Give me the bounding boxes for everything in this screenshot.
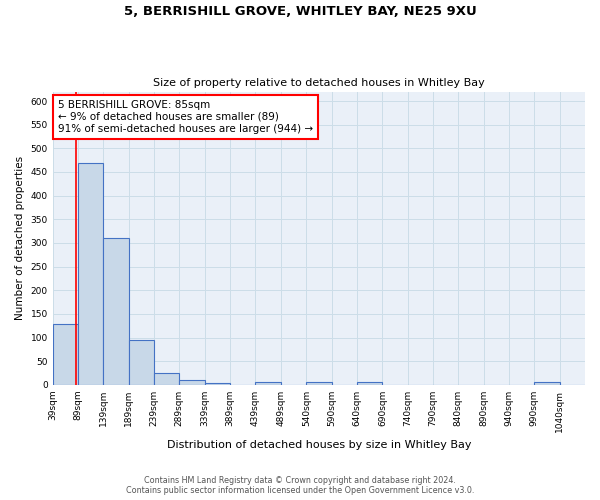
Bar bbox=[357, 382, 382, 385]
Bar bbox=[535, 382, 560, 385]
Bar bbox=[179, 380, 205, 385]
Bar bbox=[154, 373, 179, 385]
Bar bbox=[103, 238, 128, 385]
X-axis label: Distribution of detached houses by size in Whitley Bay: Distribution of detached houses by size … bbox=[167, 440, 471, 450]
Text: 5, BERRISHILL GROVE, WHITLEY BAY, NE25 9XU: 5, BERRISHILL GROVE, WHITLEY BAY, NE25 9… bbox=[124, 5, 476, 18]
Bar bbox=[205, 383, 230, 385]
Bar bbox=[53, 324, 78, 385]
Bar bbox=[255, 382, 281, 385]
Bar bbox=[307, 382, 332, 385]
Text: 5 BERRISHILL GROVE: 85sqm
← 9% of detached houses are smaller (89)
91% of semi-d: 5 BERRISHILL GROVE: 85sqm ← 9% of detach… bbox=[58, 100, 313, 134]
Bar bbox=[78, 162, 103, 385]
Title: Size of property relative to detached houses in Whitley Bay: Size of property relative to detached ho… bbox=[153, 78, 485, 88]
Y-axis label: Number of detached properties: Number of detached properties bbox=[15, 156, 25, 320]
Bar bbox=[128, 340, 154, 385]
Text: Contains HM Land Registry data © Crown copyright and database right 2024.
Contai: Contains HM Land Registry data © Crown c… bbox=[126, 476, 474, 495]
